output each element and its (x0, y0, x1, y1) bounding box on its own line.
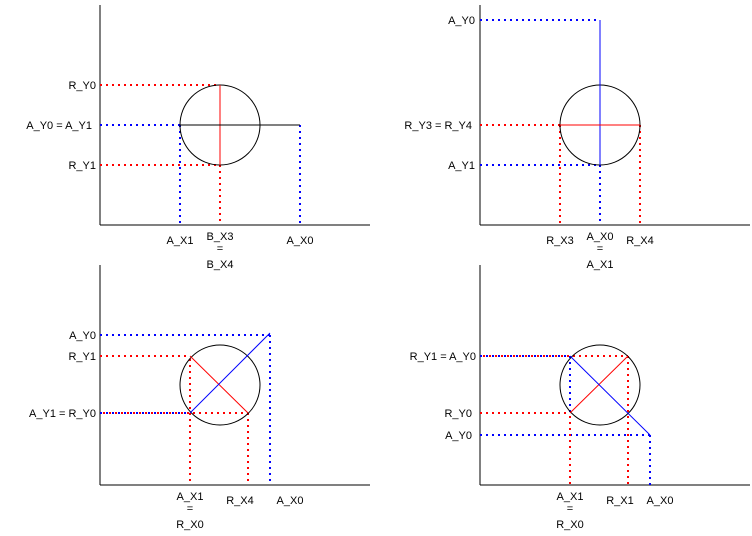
label-r-y1-a-y0: R_Y1 = A_Y0 (410, 351, 476, 363)
label-equals: = (567, 503, 573, 515)
label-r-x0: R_X0 (556, 519, 584, 531)
label-a-x1: A_X1 (557, 491, 584, 503)
label-r-y1: R_Y1 (68, 160, 96, 172)
label-r-x4: R_X4 (226, 495, 254, 507)
label-a-y0: A_Y0 (448, 15, 475, 27)
label-r-y0: R_Y0 (444, 408, 472, 420)
label-a-x0: A_X0 (277, 495, 304, 507)
label-a-y1-r-y0: A_Y1 = R_Y0 (29, 408, 96, 420)
label-r-y1: R_Y1 (68, 351, 96, 363)
label-a-x1: A_X1 (177, 491, 204, 503)
label-a-x0: A_X0 (647, 495, 674, 507)
label-a-x1: A_X1 (167, 235, 194, 247)
blue-diagonal (569, 355, 651, 436)
label-equals: = (187, 503, 193, 515)
label-r-y0: R_Y0 (68, 80, 96, 92)
panel-3: A_Y0 R_Y1 A_Y1 = R_Y0 A_X1 = R_X0 R_X4 A… (29, 265, 370, 531)
label-r-x1: R_X1 (606, 495, 634, 507)
blue-diagonal (189, 332, 271, 414)
label-r-x3: R_X3 (546, 235, 574, 247)
label-a-x1: A_X1 (587, 259, 614, 271)
label-a-x0: A_X0 (587, 231, 614, 243)
label-equals: = (217, 243, 223, 255)
label-equals: = (597, 243, 603, 255)
panel-4: R_Y1 = A_Y0 R_Y0 A_Y0 A_X1 = R_X0 R_X1 A… (410, 265, 750, 531)
label-a-y0: A_Y0 (445, 430, 472, 442)
label-a-y1: A_Y1 (448, 160, 475, 172)
label-a-x0: A_X0 (287, 235, 314, 247)
label-b-x4: B_X4 (207, 259, 234, 271)
panel-1: R_Y0 A_Y0 = A_Y1 R_Y1 A_X1 B_X3 = B_X4 A… (26, 5, 370, 271)
label-r-y3-r-y4: R_Y3 = R_Y4 (404, 120, 472, 132)
circle (179, 344, 261, 426)
label-r-x0: R_X0 (176, 519, 204, 531)
panel-2: A_Y0 R_Y3 = R_Y4 A_Y1 R_X3 A_X0 = A_X1 R… (404, 5, 750, 271)
label-a-y0-a-y1: A_Y0 = A_Y1 (26, 120, 92, 132)
circle (559, 344, 641, 426)
label-a-y0: A_Y0 (69, 330, 96, 342)
label-r-x4: R_X4 (626, 235, 654, 247)
label-b-x3: B_X3 (207, 231, 234, 243)
